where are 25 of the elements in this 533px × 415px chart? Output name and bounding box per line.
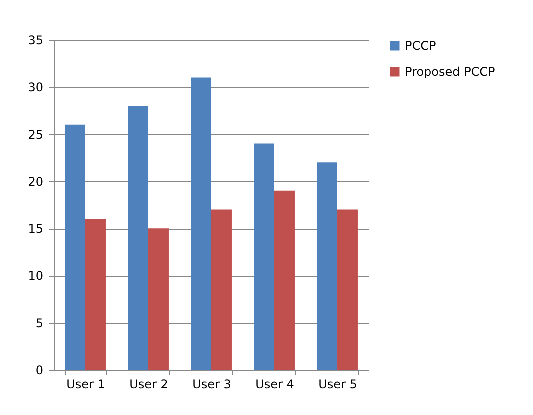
legend-label: Proposed PCCP [405, 65, 496, 79]
bar [191, 78, 212, 370]
y-tick-label: 25 [28, 128, 44, 142]
x-tick-label: User 2 [130, 378, 168, 392]
y-tick-label: 20 [28, 174, 44, 189]
bar [148, 228, 169, 370]
bar [86, 219, 106, 370]
x-tick-label: User 5 [318, 378, 358, 392]
legend-label: PCCP [405, 39, 436, 53]
y-tick-label: 30 [28, 80, 44, 95]
bar [212, 210, 232, 370]
bar [65, 124, 86, 370]
x-tick-label: User 3 [192, 378, 232, 392]
x-tick-label: User 1 [66, 378, 106, 392]
bar [274, 190, 295, 370]
bar [338, 210, 358, 370]
y-tick-label: 35 [28, 34, 44, 48]
y-tick-label: 5 [36, 316, 44, 330]
bar [317, 162, 338, 370]
y-tick-label: 10 [28, 269, 44, 284]
x-tick-label: User 4 [256, 378, 294, 392]
bar [254, 144, 274, 370]
bar [128, 106, 148, 370]
y-tick-label: 15 [28, 222, 44, 236]
y-tick-label: 0 [36, 364, 44, 378]
